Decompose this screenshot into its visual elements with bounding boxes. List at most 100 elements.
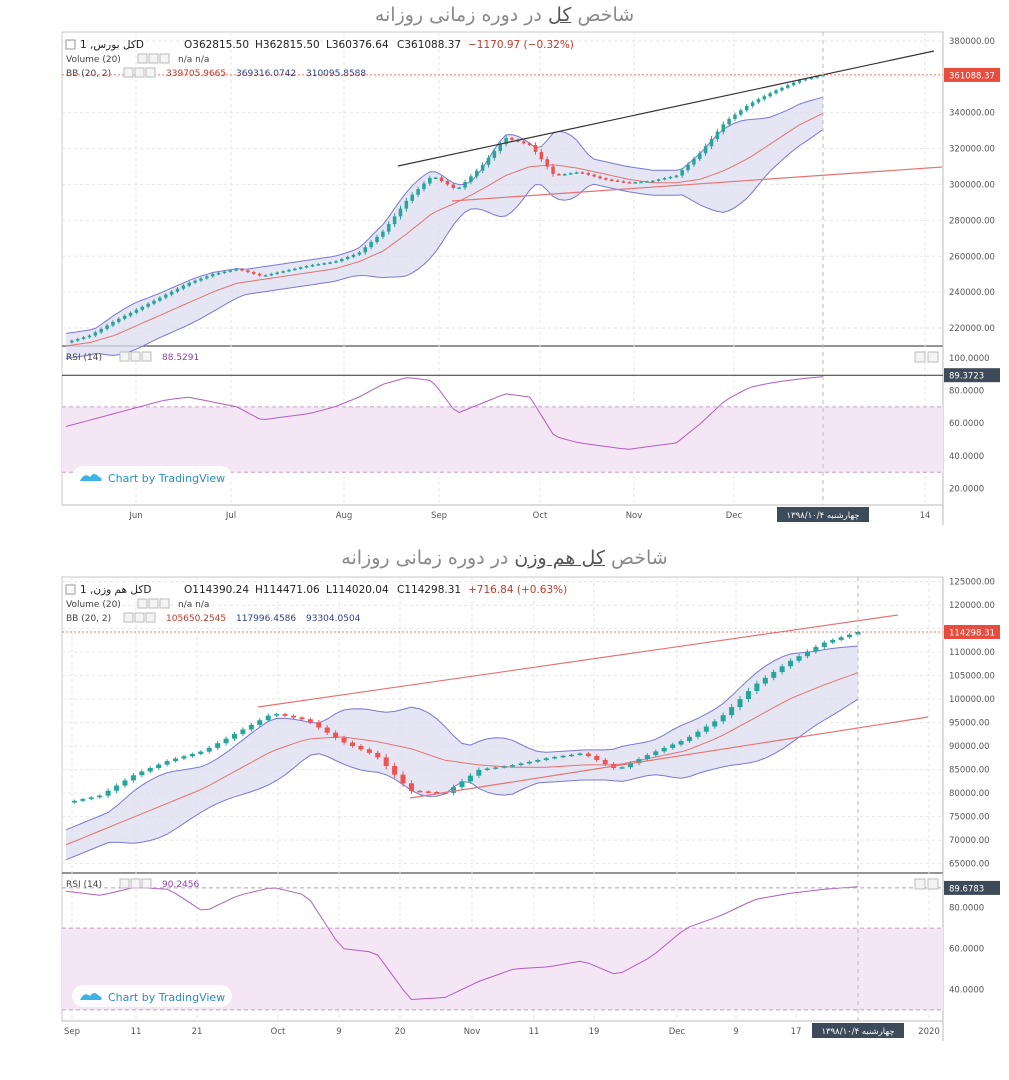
price-axis-tick: 125000.00 — [949, 578, 995, 588]
candlestick — [304, 266, 309, 268]
candlestick — [780, 87, 784, 91]
legend-volume-label: Volume (20) — [66, 600, 121, 610]
time-axis-tick: Sep — [64, 1027, 80, 1037]
candlestick — [574, 172, 579, 174]
candlestick — [282, 714, 288, 716]
candlestick — [80, 799, 86, 801]
candlestick — [521, 141, 526, 144]
candlestick — [633, 182, 637, 184]
candlestick — [246, 270, 250, 273]
legend-ohlc-value: O362815.50 — [184, 39, 249, 51]
legend-volume-values: n/a n/a — [178, 600, 209, 610]
candlestick — [164, 294, 168, 298]
candlestick — [122, 315, 127, 319]
candlestick — [504, 138, 508, 145]
candlestick — [210, 274, 215, 277]
legend: کل هم وزن, 1D O114390.24 H114471.06 L114020… — [65, 584, 939, 890]
candlestick — [375, 236, 379, 243]
watermark-pill — [72, 466, 232, 488]
legend-ohlc-value: L114020.04 — [326, 584, 389, 596]
price-axis-tick: 320000.00 — [949, 145, 995, 155]
candlestick — [602, 760, 608, 765]
time-axis-tick: Sep — [431, 511, 447, 521]
trend-line — [451, 166, 943, 202]
candlestick — [240, 269, 244, 271]
candlestick — [577, 753, 583, 756]
candlestick — [791, 82, 796, 86]
pane-close-icon — [927, 878, 939, 890]
bollinger-basis-line — [65, 672, 859, 846]
candlestick — [281, 271, 285, 273]
bollinger-upper-line — [65, 645, 859, 831]
candlestick — [815, 76, 819, 78]
candlestick — [75, 338, 80, 341]
candlestick — [193, 280, 197, 283]
tradingview-watermark: Chart by TradingView — [72, 466, 232, 488]
pane-maximize-icon — [914, 878, 926, 890]
candlestick — [351, 254, 356, 257]
tradingview-chart-index[interactable]: 380000.00360000.00340000.00320000.003000… — [0, 30, 1009, 535]
candlestick — [670, 744, 676, 748]
bollinger-lower-line — [65, 128, 824, 360]
candlestick — [240, 729, 246, 735]
legend-rsi-value: 88.5291 — [162, 353, 199, 363]
candlestick — [156, 764, 162, 769]
candlestick — [762, 677, 768, 684]
watermark-label: Chart by TradingView — [108, 472, 225, 485]
legend-ohlc-value: C361088.37 — [397, 39, 461, 51]
candlestick — [619, 767, 625, 769]
candlestick — [698, 153, 702, 159]
candlestick — [486, 157, 491, 165]
candlestick — [457, 187, 461, 190]
candlestick — [71, 800, 77, 803]
price-axis-tick: 340000.00 — [949, 109, 995, 119]
candlestick — [804, 651, 810, 657]
legend-ohlc-value: H114471.06 — [255, 584, 320, 596]
bollinger-upper-line — [65, 96, 824, 334]
candlestick — [598, 176, 602, 179]
candlestick — [158, 297, 162, 301]
legend-ohlc-value: −1170.97 (−0.32%) — [468, 39, 574, 51]
candlestick — [745, 691, 751, 700]
rsi-band — [62, 406, 943, 473]
price-axis-tick: 100000.00 — [949, 695, 995, 705]
candlestick — [492, 150, 497, 158]
legend-ohlc-value: +716.84 (+0.63%) — [468, 584, 567, 596]
candlestick — [400, 774, 406, 784]
time-axis-tick: 2020 — [918, 1027, 940, 1037]
candlestick — [727, 118, 731, 125]
time-axis-tick: Dec — [669, 1027, 686, 1037]
candlestick — [715, 131, 720, 139]
candlestick — [392, 216, 397, 225]
indicator-control-icon — [141, 878, 152, 889]
indicator-control-icon — [148, 53, 159, 64]
tradingview-chart-equal-weight[interactable]: 125000.00120000.00115000.00110000.001050… — [0, 573, 1009, 1073]
trend-line — [257, 614, 899, 708]
candlestick — [299, 717, 305, 720]
candlestick — [328, 262, 332, 264]
candlestick — [357, 252, 362, 255]
candlestick — [139, 771, 145, 776]
candlestick — [105, 790, 111, 796]
cloud-icon — [80, 993, 102, 1000]
indicator-control-icon — [159, 598, 170, 609]
rsi-axis-tick: 80.0000 — [949, 387, 984, 397]
watermark-label: Chart by TradingView — [108, 991, 225, 1004]
candlestick — [198, 751, 204, 754]
candlestick — [408, 783, 414, 791]
candlestick — [117, 318, 121, 322]
candlestick — [510, 138, 514, 140]
indicator-control-icon — [134, 67, 145, 78]
candlestick — [228, 270, 233, 272]
candlestick — [847, 634, 853, 638]
candlestick — [189, 753, 195, 757]
bollinger-band-fill — [66, 646, 858, 860]
legend-ohlc-value: O114390.24 — [184, 584, 249, 596]
candlestick — [721, 124, 725, 132]
indicator-control-icon — [134, 612, 145, 623]
price-axis-tick: 380000.00 — [949, 37, 995, 47]
candlestick — [381, 231, 385, 237]
candlestick — [358, 745, 364, 750]
candlestick — [265, 715, 271, 721]
candlestick — [269, 273, 274, 276]
